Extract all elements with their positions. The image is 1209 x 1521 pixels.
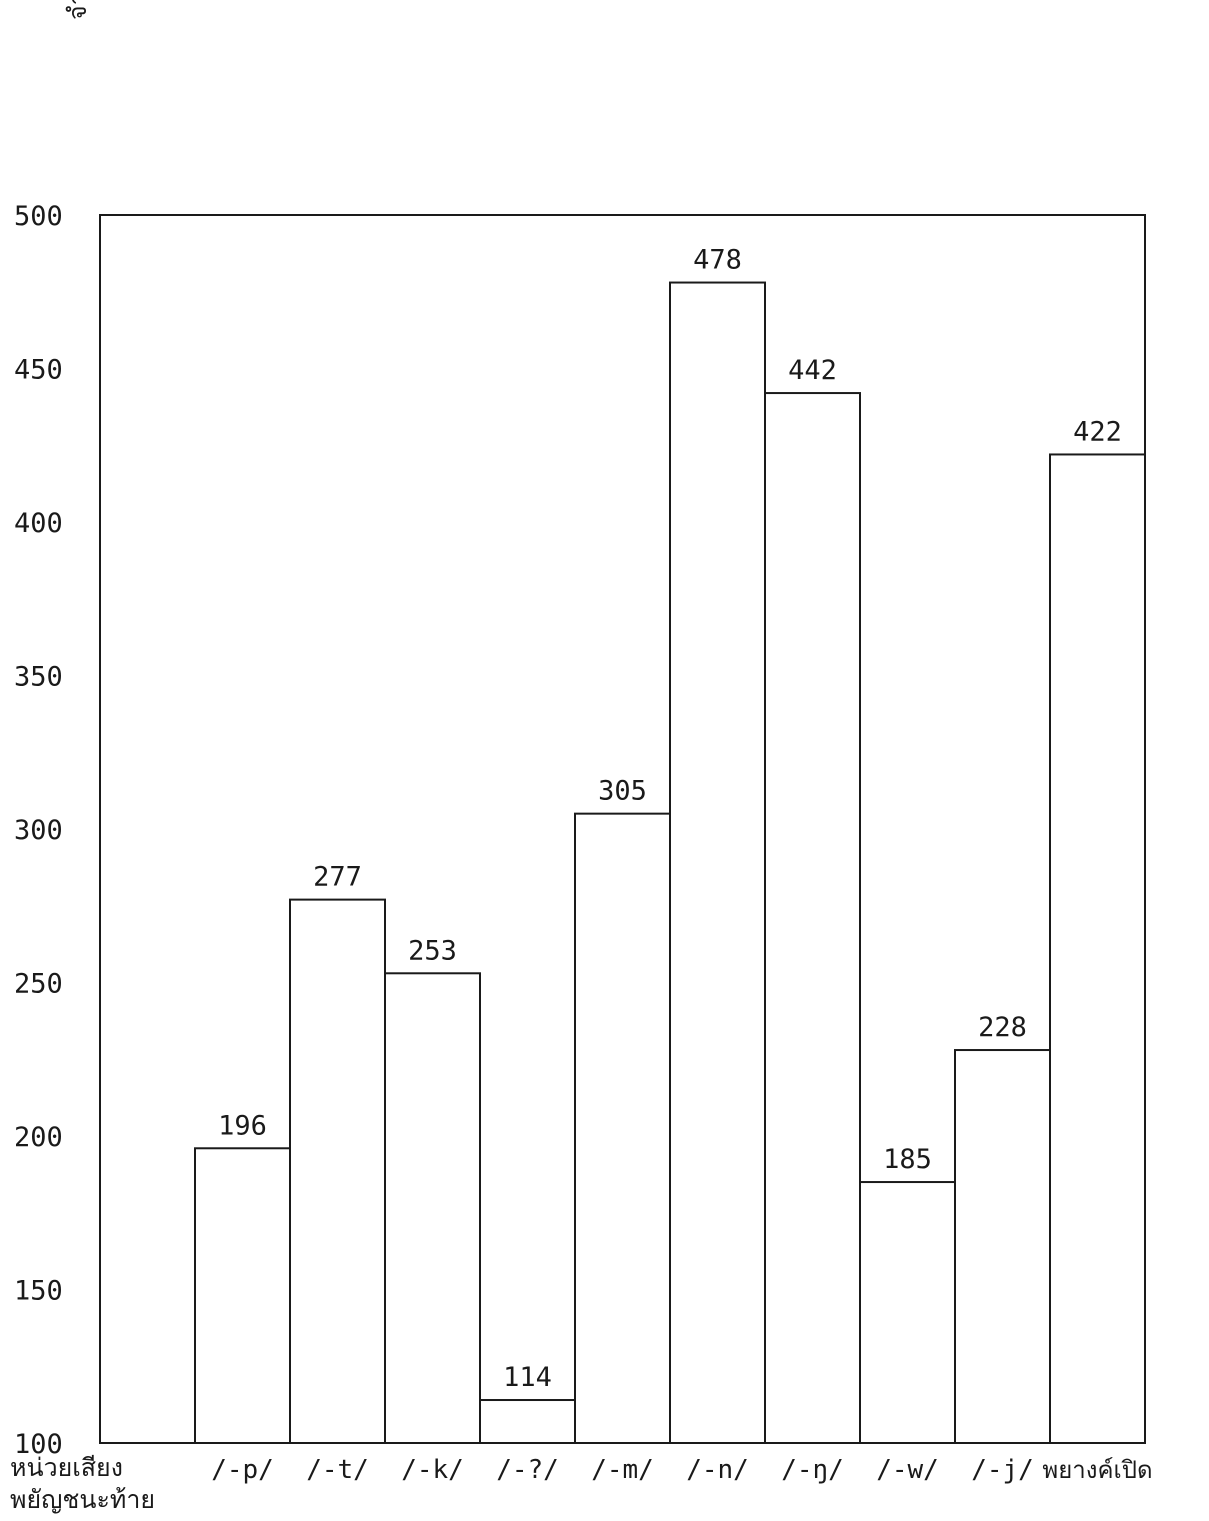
data-labels: 196 277 253 114 305 478 442 185 228 422 <box>218 245 1122 1393</box>
x-axis-label-line-1: หน่วยเสียง <box>10 1453 123 1482</box>
y-axis-ticks: 100 150 200 250 300 350 400 450 500 <box>14 201 63 1460</box>
y-tick-label: 350 <box>14 662 63 693</box>
bar <box>289 898 386 1444</box>
x-tick-label: /-t/ <box>306 1455 369 1485</box>
y-tick-label: 450 <box>14 355 63 386</box>
x-axis-ticks: /-p/ /-t/ /-k/ /-?/ /-m/ /-n/ /-ŋ/ /-w/ /-j/พยาง… <box>211 1455 1152 1485</box>
bar <box>574 812 671 1444</box>
data-label: 422 <box>1073 416 1122 447</box>
y-tick-label: 100 <box>14 1429 63 1460</box>
bars <box>194 281 1146 1445</box>
bar <box>384 972 481 1444</box>
x-tick-label: /-k/ <box>401 1455 464 1485</box>
data-label: 478 <box>693 245 742 276</box>
y-tick-label: 400 <box>14 508 63 539</box>
bar <box>669 281 766 1444</box>
x-tick-label: /-j/ <box>971 1455 1034 1485</box>
data-label: 196 <box>218 1110 267 1141</box>
x-axis-label-line-2: พยัญชนะท้าย <box>10 1485 156 1514</box>
bar <box>479 1399 576 1445</box>
data-label: 305 <box>598 776 647 807</box>
x-tick-label: /-p/ <box>211 1455 274 1485</box>
bar <box>1049 453 1146 1444</box>
data-label: 253 <box>408 935 457 966</box>
y-tick-label: 150 <box>14 1276 63 1307</box>
data-label: 114 <box>503 1362 552 1393</box>
x-tick-label: /-n/ <box>686 1455 749 1485</box>
data-label: 185 <box>883 1144 932 1175</box>
y-tick-label: 250 <box>14 969 63 1000</box>
bar <box>764 392 861 1444</box>
y-tick-label: 300 <box>14 815 63 846</box>
bar <box>954 1049 1051 1445</box>
data-label: 228 <box>978 1012 1027 1043</box>
x-tick-label: /-m/ <box>591 1455 654 1485</box>
x-tick-label: /-?/ <box>496 1455 559 1485</box>
data-label: 442 <box>788 355 837 386</box>
x-tick-label: /-w/ <box>876 1455 939 1485</box>
bar <box>859 1181 956 1445</box>
y-tick-label: 200 <box>14 1122 63 1153</box>
y-tick-label: 500 <box>14 201 63 232</box>
x-tick-label: /-ŋ/ <box>781 1455 844 1485</box>
data-label: 277 <box>313 862 362 893</box>
x-axis-label: หน่วยเสียง พยัญชนะท้าย <box>10 1452 155 1516</box>
x-tick-label: พยางค์เปิด <box>1042 1456 1152 1484</box>
bar <box>194 1147 291 1445</box>
